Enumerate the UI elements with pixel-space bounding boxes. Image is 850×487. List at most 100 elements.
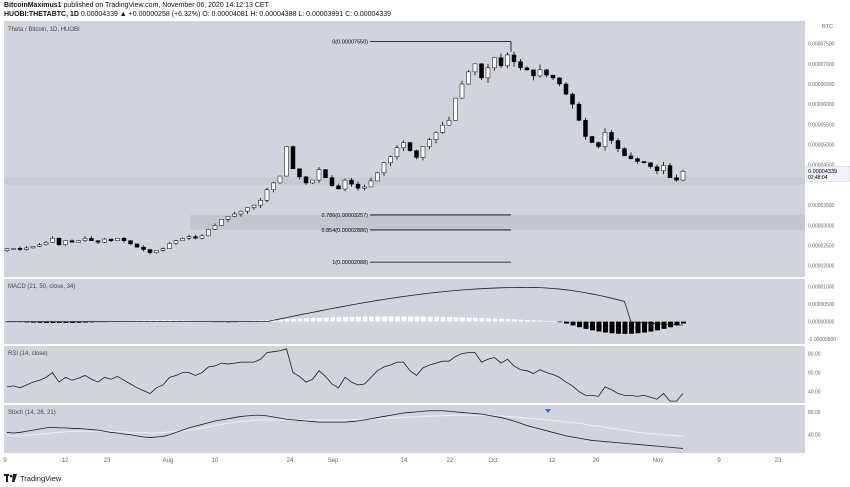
macd-bar (662, 322, 667, 329)
macd-bar (460, 317, 465, 321)
macd-bar (447, 317, 452, 322)
candle-body (655, 167, 659, 171)
candle-body (395, 148, 399, 157)
candle-body (415, 151, 419, 158)
stoch-pane-bg (4, 405, 805, 453)
candle-body (298, 169, 302, 177)
candle-body (18, 248, 22, 249)
y-tick: 0.00007000 (808, 62, 835, 68)
macd-bar (415, 316, 420, 321)
macd-bar (382, 316, 387, 321)
macd-bar (681, 322, 686, 324)
candle-body (129, 241, 133, 244)
candle-body (44, 242, 48, 244)
candle-body (187, 237, 191, 239)
macd-bar (324, 318, 329, 322)
macd-bar (285, 319, 290, 322)
macd-bar (421, 317, 426, 322)
candle-body (603, 132, 607, 146)
candle-body (369, 181, 373, 187)
x-tick: Aug (163, 458, 174, 464)
candle-body (168, 243, 172, 248)
fib-label: 0.786(0.00003257) (322, 213, 369, 219)
candle-body (512, 55, 516, 62)
macd-bar (564, 322, 569, 324)
tradingview-logo-footer[interactable]: TradingView (4, 474, 61, 483)
x-tick: 9 (3, 458, 7, 464)
candle-body (473, 64, 477, 72)
y-tick: 0.00000000 (808, 320, 835, 326)
fib-label: 0.854(0.00002886) (322, 228, 369, 234)
candle-body (636, 159, 640, 162)
candle-body (532, 70, 536, 76)
candle-body (571, 94, 575, 104)
y-tick: -0.00000500 (808, 337, 836, 343)
x-tick: Oct (488, 458, 498, 464)
y-tick: 80.00 (808, 410, 821, 416)
y-tick: 0.00005500 (808, 122, 835, 128)
rsi-pane-bg (4, 346, 805, 403)
candle-body (285, 147, 289, 176)
tradingview-brand: TradingView (20, 474, 61, 483)
candle-body (662, 166, 666, 171)
candle-body (246, 208, 250, 212)
macd-bar (454, 317, 459, 321)
candle-body (350, 180, 354, 184)
y-tick: 0.00006500 (808, 82, 835, 88)
candle-body (161, 249, 165, 251)
macd-bar (506, 319, 511, 322)
macd-bar (434, 317, 439, 322)
candle-body (668, 166, 672, 178)
macd-bar (610, 322, 615, 334)
candle-body (213, 225, 217, 229)
candle-body (77, 241, 81, 243)
macd-bar (395, 316, 400, 321)
x-tick: 20 (593, 458, 600, 464)
macd-bar (545, 321, 550, 322)
macd-bar (467, 318, 472, 322)
y-tick: 80.00 (808, 352, 821, 358)
candle-body (597, 143, 601, 147)
candle-body (25, 248, 29, 250)
candle-body (343, 180, 347, 189)
macd-bar (304, 318, 309, 321)
candle-body (480, 64, 484, 78)
candle-body (252, 205, 256, 207)
candle-body (649, 163, 653, 167)
candle-body (83, 238, 87, 240)
macd-bar (356, 317, 361, 322)
candle-body (493, 58, 497, 68)
macd-bar (532, 320, 537, 321)
macd-bar (298, 319, 303, 322)
macd-bar (311, 318, 316, 322)
macd-bar (350, 317, 355, 322)
candle-body (311, 180, 315, 183)
macd-bar (480, 318, 485, 322)
candle-body (103, 239, 107, 242)
candle-body (259, 200, 263, 205)
macd-bar (402, 316, 407, 321)
macd-bar (473, 318, 478, 322)
macd-bar (376, 316, 381, 321)
candle-body (324, 170, 328, 178)
candle-body (12, 248, 16, 249)
candle-body (278, 176, 282, 183)
macd-bar (525, 320, 530, 322)
y-tick: 0.00001000 (808, 285, 835, 291)
candle-body (174, 241, 178, 244)
x-tick: Sep (328, 458, 339, 464)
candle-body (96, 241, 100, 243)
candle-body (337, 186, 341, 189)
candle-body (31, 246, 35, 248)
macd-legend: MACD (21, 50, close, 34) (8, 284, 75, 290)
candle-body (434, 132, 438, 139)
price-tag-countdown: 02:48:04 (808, 175, 828, 181)
macd-bar (597, 322, 602, 332)
x-tick: 22 (447, 458, 454, 464)
macd-bar (486, 318, 491, 321)
candle-body (330, 178, 334, 186)
candle-body (265, 190, 269, 200)
candle-body (272, 183, 276, 190)
candle-body (207, 229, 211, 235)
